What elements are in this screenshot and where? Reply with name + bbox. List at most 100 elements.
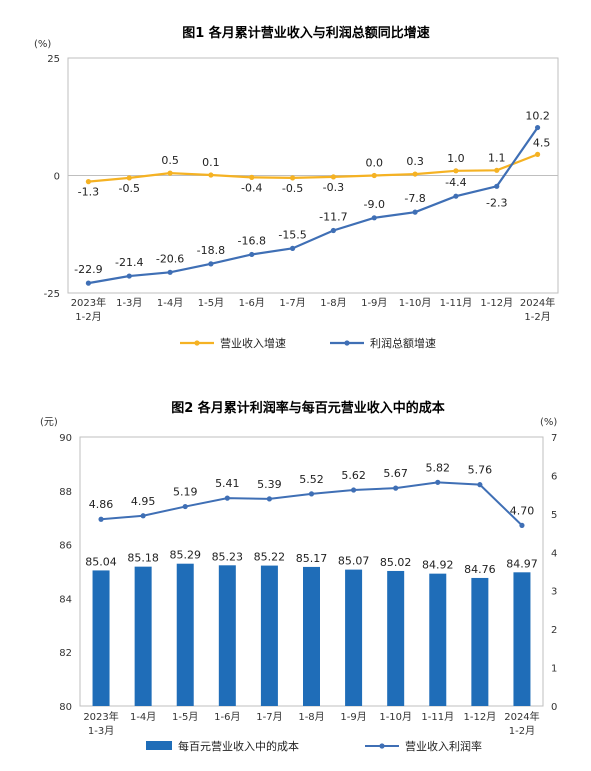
chart-1-point: [412, 209, 418, 215]
chart-1-data-label: -0.5: [282, 182, 303, 195]
chart-1-data-label: 0.5: [161, 154, 179, 167]
chart-1-point: [534, 151, 541, 157]
chart-1-point: [371, 215, 377, 221]
chart-2-bar-label: 85.04: [85, 555, 117, 568]
chart-2-line-label: 5.39: [257, 478, 282, 491]
chart-1-data-label: 4.5: [533, 136, 551, 149]
chart-2-xtick: 1-9月: [340, 711, 366, 723]
chart-1-point: [412, 171, 418, 177]
chart-2-xtick: 1-5月: [172, 711, 198, 723]
chart-2-legend-item: 每百元营业收入中的成本: [146, 739, 299, 753]
chart-2-line-label: 4.70: [510, 504, 535, 517]
chart-1-xtick: 1-3月: [116, 297, 142, 309]
chart-2-bar: [429, 573, 447, 706]
chart-1-point: [249, 174, 255, 180]
chart-2-line-label: 4.86: [89, 498, 114, 511]
chart-1-data-label: -2.3: [486, 196, 507, 209]
chart-2-bar: [92, 570, 110, 706]
chart-2-point: [140, 513, 146, 519]
chart-2-ylabel-right: (%): [540, 417, 557, 428]
svg-text:1-4月: 1-4月: [157, 297, 183, 309]
chart-1-point: [126, 175, 132, 181]
svg-text:1-12月: 1-12月: [480, 297, 513, 309]
chart-1-data-label: -0.3: [323, 181, 344, 194]
chart-2-ytick-left: 90: [59, 433, 72, 444]
chart-1-point: [494, 183, 500, 189]
chart-2-bar-label: 85.07: [338, 555, 370, 568]
chart-2-ytick-left: 80: [59, 702, 72, 713]
chart-2-point: [224, 495, 230, 501]
chart-1-xtick: 1-5月: [198, 297, 224, 309]
chart-1-data-label: 0.0: [366, 157, 384, 170]
chart-1: 图1 各月累计营业收入与利润总额同比增速 (%) 25 0 -25 -1.3 -0.5…: [34, 25, 559, 350]
chart-2-bar-label: 84.92: [422, 559, 454, 572]
chart-2-bar: [176, 563, 194, 706]
svg-text:1-8月: 1-8月: [298, 711, 324, 723]
chart-2-bar-label: 85.18: [127, 552, 159, 565]
chart-2-bar-label: 84.76: [464, 563, 496, 576]
chart-2-bar: [260, 565, 278, 706]
chart-1-data-label: -15.5: [278, 228, 306, 241]
chart-2-point: [98, 516, 104, 522]
chart-2-xtick: 1-7月: [256, 711, 282, 723]
chart-1-legend-item: 营业收入增速: [180, 336, 286, 350]
chart-2-point: [308, 491, 315, 497]
chart-1-data-label: -9.0: [364, 198, 385, 211]
svg-text:1-5月: 1-5月: [172, 711, 198, 723]
svg-text:1-7月: 1-7月: [256, 711, 282, 723]
chart-1-data-label: -7.8: [404, 192, 425, 205]
chart-1-point: [85, 179, 92, 185]
chart-1-xtick: 1-8月: [320, 297, 346, 309]
svg-text:2023年: 2023年: [71, 296, 106, 309]
svg-text:1-5月: 1-5月: [198, 297, 224, 309]
chart-2-bar-label: 84.97: [506, 557, 538, 570]
chart-1-point: [289, 245, 296, 251]
chart-2-ylabel-left: (元): [40, 417, 58, 428]
chart-1-data-label: -16.8: [238, 234, 266, 247]
chart-1-title: 图1 各月累计营业收入与利润总额同比增速: [182, 25, 430, 41]
chart-2-point: [477, 482, 483, 488]
svg-text:2024年: 2024年: [504, 710, 539, 723]
chart-1-data-label: -18.8: [197, 244, 225, 257]
chart-2-xtick: 1-12月: [464, 711, 497, 723]
chart-1-data-label: -1.3: [78, 186, 99, 199]
svg-text:2023年: 2023年: [83, 710, 118, 723]
chart-1-xtick: 1-11月: [440, 297, 473, 309]
chart-2-line-label: 5.52: [299, 473, 324, 486]
svg-text:1-10月: 1-10月: [379, 711, 412, 723]
chart-2-ytick-right: 7: [551, 433, 557, 444]
svg-text:1-8月: 1-8月: [320, 297, 346, 309]
chart-1-ytick: 25: [47, 54, 60, 65]
chart-1-data-label: -21.4: [115, 256, 143, 269]
chart-1-data-label: -4.4: [445, 176, 466, 189]
chart-2-ytick-left: 84: [59, 594, 72, 605]
chart-1-data-label: 0.3: [406, 155, 424, 168]
chart-2-line-label: 5.41: [215, 477, 240, 490]
chart-2-bar: [471, 577, 489, 706]
chart-1-xtick: 1-10月: [399, 297, 432, 309]
chart-1-series-line: [88, 126, 539, 285]
chart-1-xtick: 1-4月: [157, 297, 183, 309]
svg-text:1-6月: 1-6月: [214, 711, 240, 723]
chart-1-point: [330, 227, 337, 234]
chart-2-point: [182, 503, 188, 510]
chart-1-data-label: 10.2: [525, 110, 550, 123]
chart-1-point: [249, 251, 255, 258]
chart-2-ytick-left: 88: [59, 487, 72, 498]
chart-1-point: [167, 170, 173, 176]
chart-1-legend-item: 利润总额增速: [330, 336, 436, 350]
chart-2-bar: [345, 569, 363, 706]
chart-2-ytick-right: 4: [551, 548, 557, 559]
chart-1-point: [534, 124, 541, 131]
chart-1-xtick: 2023年 1-2月: [71, 296, 106, 323]
chart-1-data-label: 1.1: [488, 151, 506, 164]
chart-2-title: 图2 各月累计利润率与每百元营业收入中的成本: [171, 400, 445, 416]
chart-2-line-label: 5.62: [341, 469, 366, 482]
chart-1-point: [371, 172, 377, 179]
chart-2-bar: [303, 566, 320, 706]
chart-1-point: [289, 175, 296, 181]
chart-2-legend-item: 营业收入利润率: [365, 739, 482, 753]
chart-2-point: [519, 522, 525, 528]
chart-2-xtick: 1-10月: [379, 711, 412, 723]
chart-2-line-label: 5.19: [173, 486, 198, 499]
